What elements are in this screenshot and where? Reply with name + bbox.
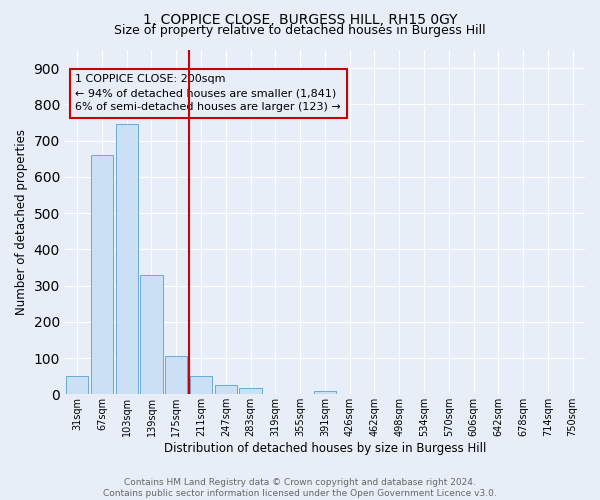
Text: Contains HM Land Registry data © Crown copyright and database right 2024.
Contai: Contains HM Land Registry data © Crown c… (103, 478, 497, 498)
Text: Size of property relative to detached houses in Burgess Hill: Size of property relative to detached ho… (114, 24, 486, 37)
Bar (140, 274, 163, 394)
Bar (190, 376, 212, 394)
Bar (91, 155, 113, 394)
Bar (165, 356, 187, 395)
Text: 1 COPPICE CLOSE: 200sqm
← 94% of detached houses are smaller (1,841)
6% of semi-: 1 COPPICE CLOSE: 200sqm ← 94% of detache… (75, 74, 341, 112)
Bar (239, 388, 262, 394)
Bar (314, 390, 336, 394)
Bar (116, 124, 138, 394)
Y-axis label: Number of detached properties: Number of detached properties (15, 129, 28, 315)
Bar (66, 376, 88, 394)
X-axis label: Distribution of detached houses by size in Burgess Hill: Distribution of detached houses by size … (164, 442, 486, 455)
Text: 1, COPPICE CLOSE, BURGESS HILL, RH15 0GY: 1, COPPICE CLOSE, BURGESS HILL, RH15 0GY (143, 12, 457, 26)
Bar (215, 385, 237, 394)
